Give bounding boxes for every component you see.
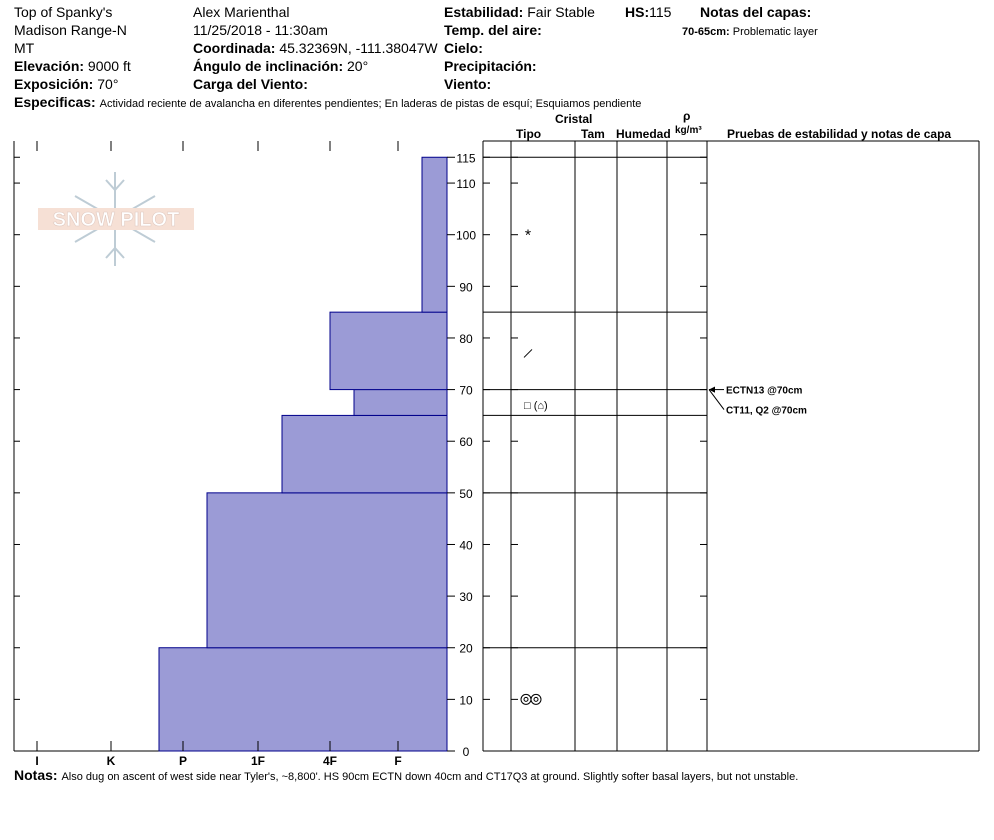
test-arrow xyxy=(709,386,715,393)
rho-header: ρ xyxy=(683,109,691,123)
hardness-bars xyxy=(158,156,448,752)
snowpilot-logo: SNOW PILOT xyxy=(38,172,194,266)
crystal-table xyxy=(482,140,980,752)
depth-tick-label: 30 xyxy=(459,590,473,604)
logo-text: SNOW PILOT xyxy=(53,209,180,231)
grain-melt-a-inner xyxy=(523,696,529,702)
grain-new-snow: * xyxy=(525,228,531,245)
wind-load-label: Carga del Viento: xyxy=(193,76,308,92)
precip-label: Precipitación: xyxy=(444,58,537,74)
hardness-bar xyxy=(206,492,448,649)
grain-decomposing xyxy=(523,349,533,358)
hardness-tick-label: F xyxy=(394,754,401,768)
coordinates: Coordinada: 45.32369N, -111.38047W xyxy=(193,40,438,56)
hardness-tick-label: I xyxy=(35,754,38,768)
notes: Notas: Also dug on ascent of west side n… xyxy=(14,767,799,783)
depth-tick-label: 60 xyxy=(459,435,473,449)
hardness-tick-label: 1F xyxy=(251,754,265,768)
depth-tick-label: 80 xyxy=(459,332,473,346)
depth-tick-label: 90 xyxy=(459,280,473,294)
depth-tick-label: 100 xyxy=(456,229,476,243)
hardness-bar xyxy=(281,414,448,494)
aspect: Exposición: 70° xyxy=(14,76,119,92)
sky-label: Cielo: xyxy=(444,40,483,56)
tipo-header: Tipo xyxy=(516,127,542,141)
density-unit: kg/m³ xyxy=(675,125,702,136)
specifics: Especificas: Actividad reciente de avala… xyxy=(14,94,642,110)
grain-melt-a xyxy=(520,693,532,705)
elevation: Elevación: 9000 ft xyxy=(14,58,131,74)
hardness-bar xyxy=(421,156,448,313)
hardness-tick-label: P xyxy=(179,754,187,768)
hardness-ticks: I K P 1F 4F F xyxy=(35,141,402,768)
depth-tick-label: 0 xyxy=(463,745,470,759)
grain-melt-b xyxy=(530,693,542,705)
stability-tests: ECTN13 @70cm CT11, Q2 @70cm xyxy=(708,386,807,417)
location: Top of Spanky's xyxy=(14,4,113,20)
datetime: 11/25/2018 - 11:30am xyxy=(193,22,328,38)
layer-boundary-lines xyxy=(483,156,707,649)
layer-notes-label: Notas del capas: xyxy=(700,4,812,20)
hardness-bar xyxy=(158,647,448,752)
range: Madison Range-N xyxy=(14,22,127,38)
tests-header: Pruebas de estabilidad y notas de capa xyxy=(727,127,952,141)
depth-tick-label: 10 xyxy=(459,693,473,707)
cristal-header: Cristal xyxy=(555,112,593,126)
depth-tick-label: 20 xyxy=(459,642,473,656)
stability: Estabilidad: Fair Stable xyxy=(444,4,595,20)
observer: Alex Marienthal xyxy=(193,4,290,20)
depth-tick-label: 40 xyxy=(459,538,473,552)
test-leader xyxy=(708,389,725,410)
slope-angle: Ángulo de inclinación: 20° xyxy=(193,58,369,74)
layer-note: 70-65cm: Problematic layer xyxy=(682,26,818,38)
test-label: CT11, Q2 @70cm xyxy=(726,406,807,417)
grain-faceted: □ (⌂) xyxy=(524,400,548,412)
hardness-bar xyxy=(353,389,448,416)
hardness-tick-label: K xyxy=(107,754,116,768)
test-label: ECTN13 @70cm xyxy=(726,386,803,397)
air-temp-label: Temp. del aire: xyxy=(444,22,542,38)
state: MT xyxy=(14,40,35,56)
depth-tick-label: 70 xyxy=(459,384,473,398)
wind-label: Viento: xyxy=(444,76,492,92)
grain-symbols: * □ (⌂) xyxy=(520,228,548,705)
humedad-header: Humedad xyxy=(616,127,671,141)
depth-tick-label: 115 xyxy=(456,151,475,165)
hardness-tick-label: 4F xyxy=(323,754,337,768)
tam-header: Tam xyxy=(581,127,605,141)
depth-tick-label: 50 xyxy=(459,487,473,501)
grain-melt-b-inner xyxy=(533,696,539,702)
snow-height: HS:115 xyxy=(625,4,672,20)
hardness-bar xyxy=(329,311,448,391)
depth-tick-label: 110 xyxy=(456,177,475,191)
depth-axis: 0 10 20 30 40 50 60 70 80 90 100 110 115 xyxy=(14,151,707,759)
